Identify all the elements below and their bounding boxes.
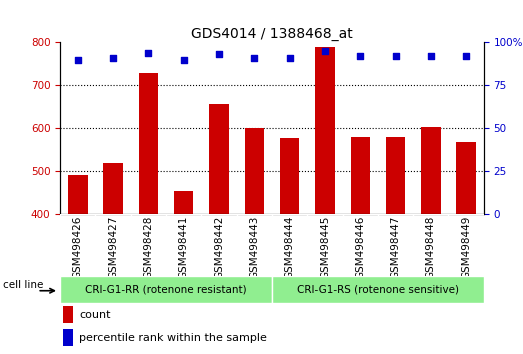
Point	[462, 53, 470, 59]
Bar	[68, 175, 87, 214]
Point	[215, 52, 223, 57]
Text: GSM498442: GSM498442	[214, 216, 224, 279]
Text: CRI-G1-RS (rotenone sensitive): CRI-G1-RS (rotenone sensitive)	[297, 284, 459, 295]
Text: GSM498448: GSM498448	[426, 216, 436, 279]
Bar	[63, 306, 73, 324]
Point	[391, 53, 400, 59]
Text: percentile rank within the sample: percentile rank within the sample	[79, 333, 267, 343]
Text: GSM498426: GSM498426	[73, 216, 83, 279]
Text: CRI-G1-RR (rotenone resistant): CRI-G1-RR (rotenone resistant)	[85, 284, 247, 295]
Point	[286, 55, 294, 61]
Bar	[104, 163, 123, 214]
Point	[250, 55, 258, 61]
Title: GDS4014 / 1388468_at: GDS4014 / 1388468_at	[191, 28, 353, 41]
Bar	[280, 138, 299, 214]
Point	[321, 48, 329, 54]
Point	[74, 57, 82, 62]
Text: GSM498428: GSM498428	[143, 216, 153, 279]
Text: GSM498449: GSM498449	[461, 216, 471, 279]
Text: GSM498446: GSM498446	[355, 216, 365, 279]
Point	[144, 50, 153, 56]
Bar	[245, 128, 264, 214]
Bar	[272, 276, 484, 303]
Point	[356, 53, 365, 59]
Bar	[63, 329, 73, 346]
Text: GSM498445: GSM498445	[320, 216, 330, 279]
Bar	[209, 104, 229, 214]
Text: GSM498427: GSM498427	[108, 216, 118, 279]
Point	[109, 55, 117, 61]
Bar	[174, 190, 194, 214]
Text: cell line: cell line	[3, 280, 43, 290]
Text: GSM498441: GSM498441	[179, 216, 189, 279]
Bar	[421, 127, 440, 214]
Bar	[315, 47, 335, 214]
Bar	[139, 73, 158, 214]
Text: count: count	[79, 310, 110, 320]
Point	[427, 53, 435, 59]
Text: GSM498447: GSM498447	[391, 216, 401, 279]
Bar	[60, 276, 272, 303]
Text: GSM498443: GSM498443	[249, 216, 259, 279]
Bar	[386, 137, 405, 214]
Text: GSM498444: GSM498444	[285, 216, 294, 279]
Bar	[350, 137, 370, 214]
Bar	[457, 142, 476, 214]
Point	[179, 57, 188, 62]
